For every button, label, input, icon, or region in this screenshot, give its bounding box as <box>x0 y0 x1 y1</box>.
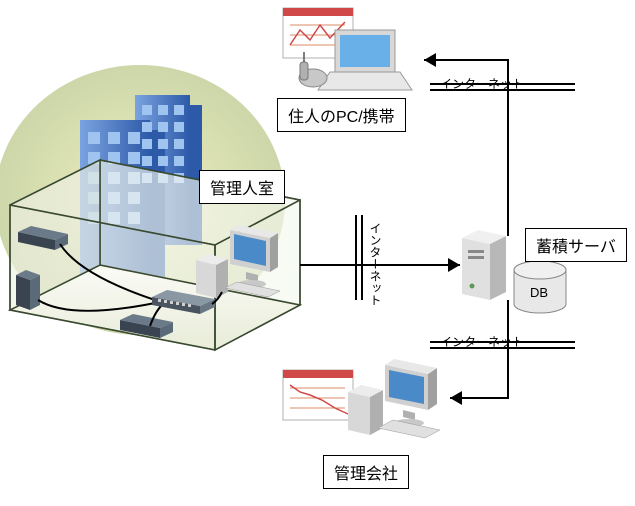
resident-pc-label: 住人のPC/携帯 <box>277 98 406 132</box>
manager-room-label: 管理人室 <box>199 170 285 204</box>
diagram-root: 管理人室 住人のPC/携帯 蓄積サーバ 管理会社 インターネット インターネット… <box>0 0 635 506</box>
storage-server-label: 蓄積サーバ <box>525 228 627 262</box>
internet-label-top: インターネット <box>440 75 524 92</box>
internet-label-vertical: インターネット <box>367 222 384 306</box>
db-label: DB <box>530 285 548 300</box>
internet-label-bottom: インターネット <box>440 333 524 350</box>
resident-devices-icon <box>283 8 412 90</box>
link-server-to-management <box>430 300 575 405</box>
management-pc-icon <box>283 359 440 438</box>
sensor-device-2 <box>16 270 40 310</box>
management-company-label: 管理会社 <box>323 455 409 489</box>
